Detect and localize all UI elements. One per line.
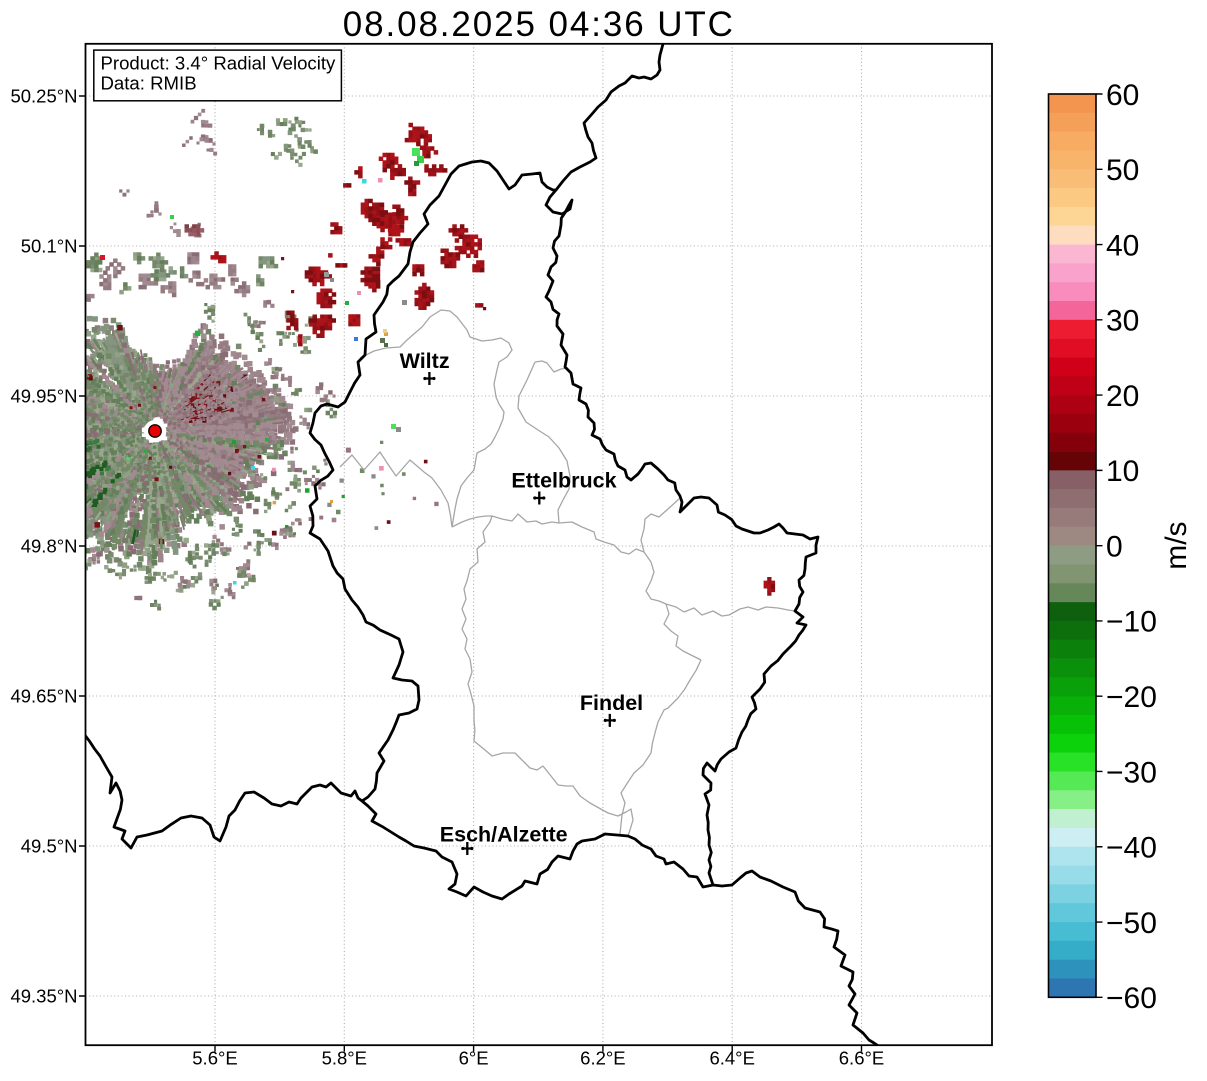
svg-text:50.25°N: 50.25°N: [10, 86, 77, 107]
svg-text:Product: 3.4° Radial Velocity: Product: 3.4° Radial Velocity: [101, 52, 337, 73]
svg-text:m/s: m/s: [1160, 521, 1193, 569]
svg-text:Findel: Findel: [580, 691, 643, 715]
svg-text:50.1°N: 50.1°N: [21, 236, 78, 257]
svg-text:−20: −20: [1106, 681, 1157, 714]
svg-text:6.2°E: 6.2°E: [580, 1047, 625, 1068]
svg-text:40: 40: [1106, 229, 1139, 262]
svg-text:Esch/Alzette: Esch/Alzette: [440, 822, 568, 846]
svg-text:−60: −60: [1106, 982, 1157, 1015]
svg-text:−40: −40: [1106, 832, 1157, 865]
svg-text:6°E: 6°E: [459, 1047, 489, 1068]
svg-text:49.65°N: 49.65°N: [10, 686, 77, 707]
svg-text:49.35°N: 49.35°N: [10, 986, 77, 1007]
svg-text:60: 60: [1106, 79, 1139, 112]
svg-text:Wiltz: Wiltz: [400, 349, 450, 373]
svg-text:−30: −30: [1106, 756, 1157, 789]
svg-text:49.5°N: 49.5°N: [21, 836, 78, 857]
svg-text:08.08.2025 04:36 UTC: 08.08.2025 04:36 UTC: [343, 5, 735, 44]
svg-text:6.4°E: 6.4°E: [709, 1047, 754, 1068]
svg-text:20: 20: [1106, 380, 1139, 413]
svg-text:−10: −10: [1106, 606, 1157, 639]
svg-text:0: 0: [1106, 530, 1123, 563]
svg-text:49.8°N: 49.8°N: [21, 536, 78, 557]
svg-text:Ettelbruck: Ettelbruck: [511, 469, 616, 493]
svg-text:5.6°E: 5.6°E: [192, 1047, 237, 1068]
svg-text:10: 10: [1106, 455, 1139, 488]
svg-text:49.95°N: 49.95°N: [10, 386, 77, 407]
svg-text:5.8°E: 5.8°E: [322, 1047, 367, 1068]
svg-text:−50: −50: [1106, 907, 1157, 940]
svg-text:50: 50: [1106, 154, 1139, 187]
svg-text:30: 30: [1106, 305, 1139, 338]
svg-text:Data: RMIB: Data: RMIB: [101, 72, 197, 93]
svg-text:6.6°E: 6.6°E: [839, 1047, 884, 1068]
